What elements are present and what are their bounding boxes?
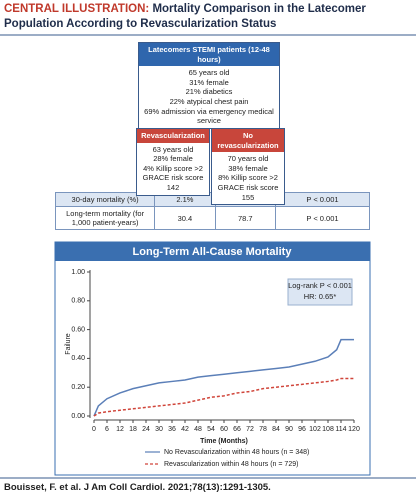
box-line: 28% female — [153, 154, 193, 164]
annotation: Log-rank P < 0.001 — [288, 281, 352, 290]
box-title: No revascularization — [212, 129, 284, 153]
x-tick-label: 0 — [92, 426, 96, 433]
box-body: 70 years old 38% female 8% Killip score >2… — [212, 152, 284, 204]
table-row: Long-term mortality (for 1,000 patient-y… — [54, 206, 371, 230]
box-line: 22% atypical chest pain — [169, 96, 249, 106]
table-cell: P < 0.001 — [274, 206, 371, 230]
box-body: 65 years old 31% female 21% diabetics 22% a… — [139, 66, 279, 128]
box-line: 31% female — [189, 77, 229, 87]
x-tick-label: 78 — [259, 426, 267, 433]
chart-title: Long-Term All-Cause Mortality — [133, 246, 293, 258]
box-line: 38% female — [228, 163, 268, 173]
box-line: 65 years old — [188, 68, 230, 78]
box-line: 21% diabetics — [185, 87, 233, 97]
legend-label: No Revascularization within 48 hours (n … — [164, 449, 309, 456]
x-axis-label: Time (Months) — [200, 438, 248, 445]
x-tick-label: 6 — [105, 426, 109, 433]
y-tick-label: 0.20 — [71, 384, 85, 391]
table-cell: 2.1% — [154, 192, 216, 207]
x-tick-label: 24 — [142, 426, 150, 433]
box-line: GRACE risk score 142 — [142, 173, 204, 192]
table-cell: P < 0.001 — [274, 192, 371, 207]
box-line: GRACE risk score 155 — [217, 182, 279, 202]
header: CENTRAL ILLUSTRATION: Mortality Comparis… — [4, 2, 412, 32]
x-tick-label: 12 — [116, 426, 124, 433]
box-line: 4% Killip score >2 — [143, 163, 203, 173]
annotation: HR: 0.65* — [304, 292, 337, 301]
chart-title-bar — [55, 242, 370, 261]
x-tick-label: 18 — [129, 426, 137, 433]
table-cell: 30.4 — [154, 206, 216, 230]
box-title: Revascularization — [137, 129, 209, 143]
series-line — [93, 377, 354, 417]
x-tick-label: 108 — [322, 426, 334, 433]
box-line: 70 years old — [227, 154, 269, 164]
table-cell: 78.7 — [214, 206, 276, 230]
y-tick-label: 1.00 — [71, 269, 85, 276]
x-tick-label: 72 — [246, 426, 254, 433]
x-tick-label: 66 — [233, 426, 241, 433]
annotation-box — [287, 278, 353, 306]
x-tick-label: 36 — [168, 426, 176, 433]
x-tick-label: 84 — [272, 426, 280, 433]
y-tick-label: 0.40 — [71, 355, 85, 362]
x-tick-label: 120 — [348, 426, 360, 433]
table-cell: Long-term mortality (for 1,000 patient-y… — [54, 206, 156, 230]
box-body: 63 years old 28% female 4% Killip score >2… — [137, 143, 209, 195]
x-tick-label: 102 — [309, 426, 321, 433]
box-title: Latecomers STEMI patients (12-48 hours) — [139, 43, 279, 67]
box-line: 69% admission via emergency medical serv… — [144, 106, 274, 126]
box-line: 8% Killip score >2 — [218, 173, 278, 183]
box-line: 63 years old — [152, 144, 194, 154]
x-tick-label: 114 — [335, 426, 346, 433]
y-tick-label: 0.60 — [71, 326, 85, 333]
x-tick-label: 60 — [220, 426, 228, 433]
x-tick-label: 90 — [285, 426, 293, 433]
branch-box: No revascularization 70 years old 38% fema… — [211, 128, 285, 206]
header-title: Mortality Comparison in the Latecomer Po… — [4, 3, 366, 30]
legend-label: Revascularization within 48 hours (n = 7… — [164, 461, 298, 468]
root-box: Latecomers STEMI patients (12-48 hours) 6… — [138, 42, 280, 129]
header-label: CENTRAL ILLUSTRATION: — [4, 3, 150, 15]
x-tick-label: 48 — [194, 426, 202, 433]
x-tick-label: 42 — [181, 426, 189, 433]
y-axis-label: Failure — [65, 333, 72, 355]
branch-box: Revascularization 63 years old 28% female 4… — [136, 128, 210, 196]
y-tick-label: 0.80 — [71, 298, 85, 305]
x-tick-label: 96 — [298, 426, 306, 433]
x-tick-label: 54 — [207, 426, 215, 433]
y-tick-label: 0.00 — [71, 413, 85, 420]
x-tick-label: 30 — [155, 426, 163, 433]
citation: Bouisset, F. et al. J Am Coll Cardiol. 2… — [4, 482, 271, 493]
series-line — [93, 338, 354, 417]
